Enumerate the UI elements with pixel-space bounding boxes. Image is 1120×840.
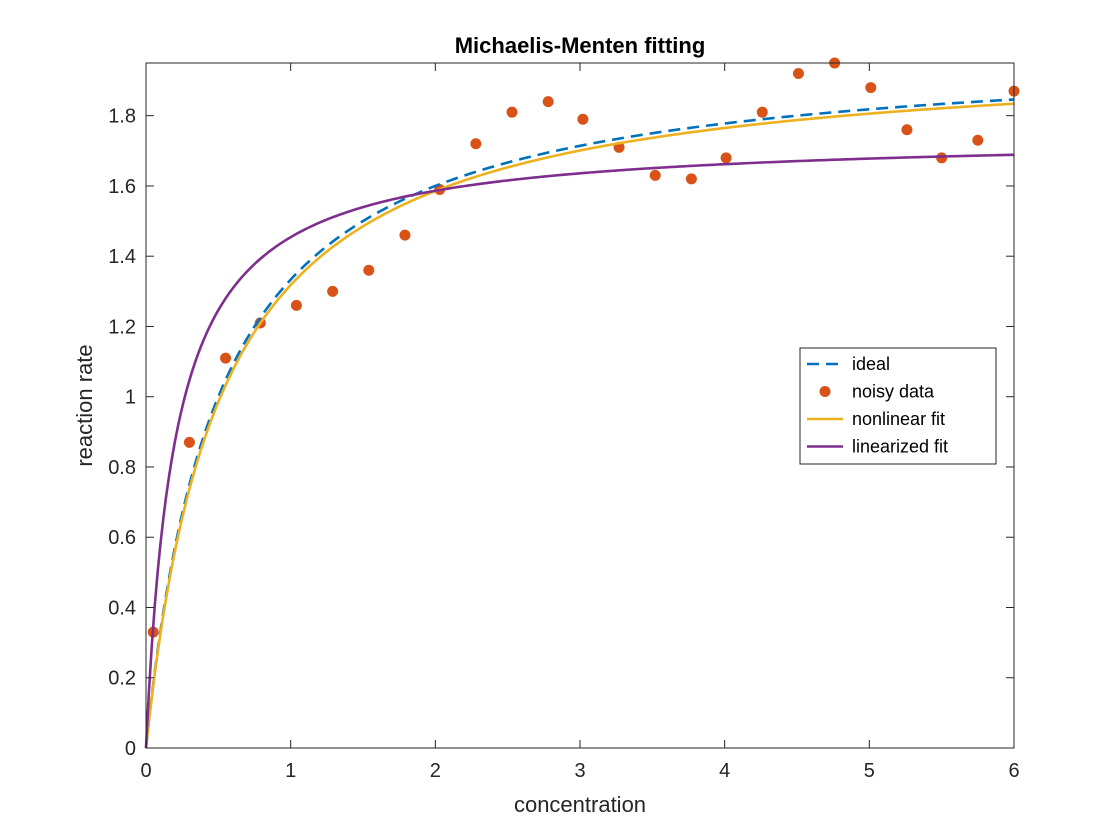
x-tick-label: 1: [285, 760, 296, 782]
data-point: [327, 285, 339, 297]
data-point: [972, 134, 984, 146]
y-tick-label: 0.6: [108, 527, 136, 549]
x-tick-label: 2: [430, 760, 441, 782]
data-point: [792, 68, 804, 80]
y-axis-label: reaction rate: [72, 344, 97, 466]
series-line-nonlinear-fit: [144, 102, 1015, 749]
y-tick-label: 0: [125, 738, 136, 760]
legend-marker: [819, 386, 831, 397]
x-tick-label: 5: [864, 760, 875, 782]
legend-label: noisy data: [852, 382, 935, 402]
x-tick-label: 3: [574, 760, 585, 782]
legend-label: ideal: [852, 354, 890, 374]
data-point: [363, 264, 375, 276]
data-point: [649, 169, 661, 181]
data-point: [542, 96, 554, 108]
y-tick-label: 1.2: [108, 316, 136, 338]
data-point: [936, 152, 948, 164]
data-point: [685, 173, 697, 185]
data-point: [720, 152, 732, 164]
x-axis-label: concentration: [514, 792, 646, 817]
data-point: [756, 106, 768, 118]
legend-label: nonlinear fit: [852, 409, 945, 429]
y-tick-label: 1.4: [108, 246, 136, 268]
y-tick-label: 0.4: [108, 597, 136, 619]
x-tick-label: 4: [719, 760, 730, 782]
data-point: [220, 352, 232, 364]
x-tick-label: 6: [1008, 760, 1019, 782]
data-point: [399, 229, 411, 241]
ticks: 0 1 2 3 4 5 6 0 0.2 0.4 0.6 0.8 1 1.2 1.4 1.6 1.8: [108, 63, 1020, 782]
data-point: [290, 299, 302, 311]
data-point: [183, 436, 195, 448]
y-tick-label: 0.8: [108, 457, 136, 479]
y-tick-label: 0.2: [108, 668, 136, 690]
data-point: [865, 82, 877, 94]
legend-box: [799, 347, 997, 465]
series-line-ideal: [144, 98, 1015, 749]
chart-title: Michaelis-Menten fitting: [455, 33, 706, 58]
series-line-linearized-fit: [144, 153, 1015, 749]
legend: ideal noisy data nonlinear fit linearized f…: [799, 347, 997, 465]
y-tick-label: 1.8: [108, 106, 136, 128]
y-tick-label: 1.6: [108, 176, 136, 198]
y-tick-label: 1: [125, 387, 136, 409]
data-point: [506, 106, 518, 118]
data-point: [470, 138, 482, 150]
legend-label: linearized fit: [852, 437, 948, 457]
data-point: [901, 124, 913, 136]
x-tick-label: 0: [140, 760, 151, 782]
data-point: [577, 113, 589, 125]
